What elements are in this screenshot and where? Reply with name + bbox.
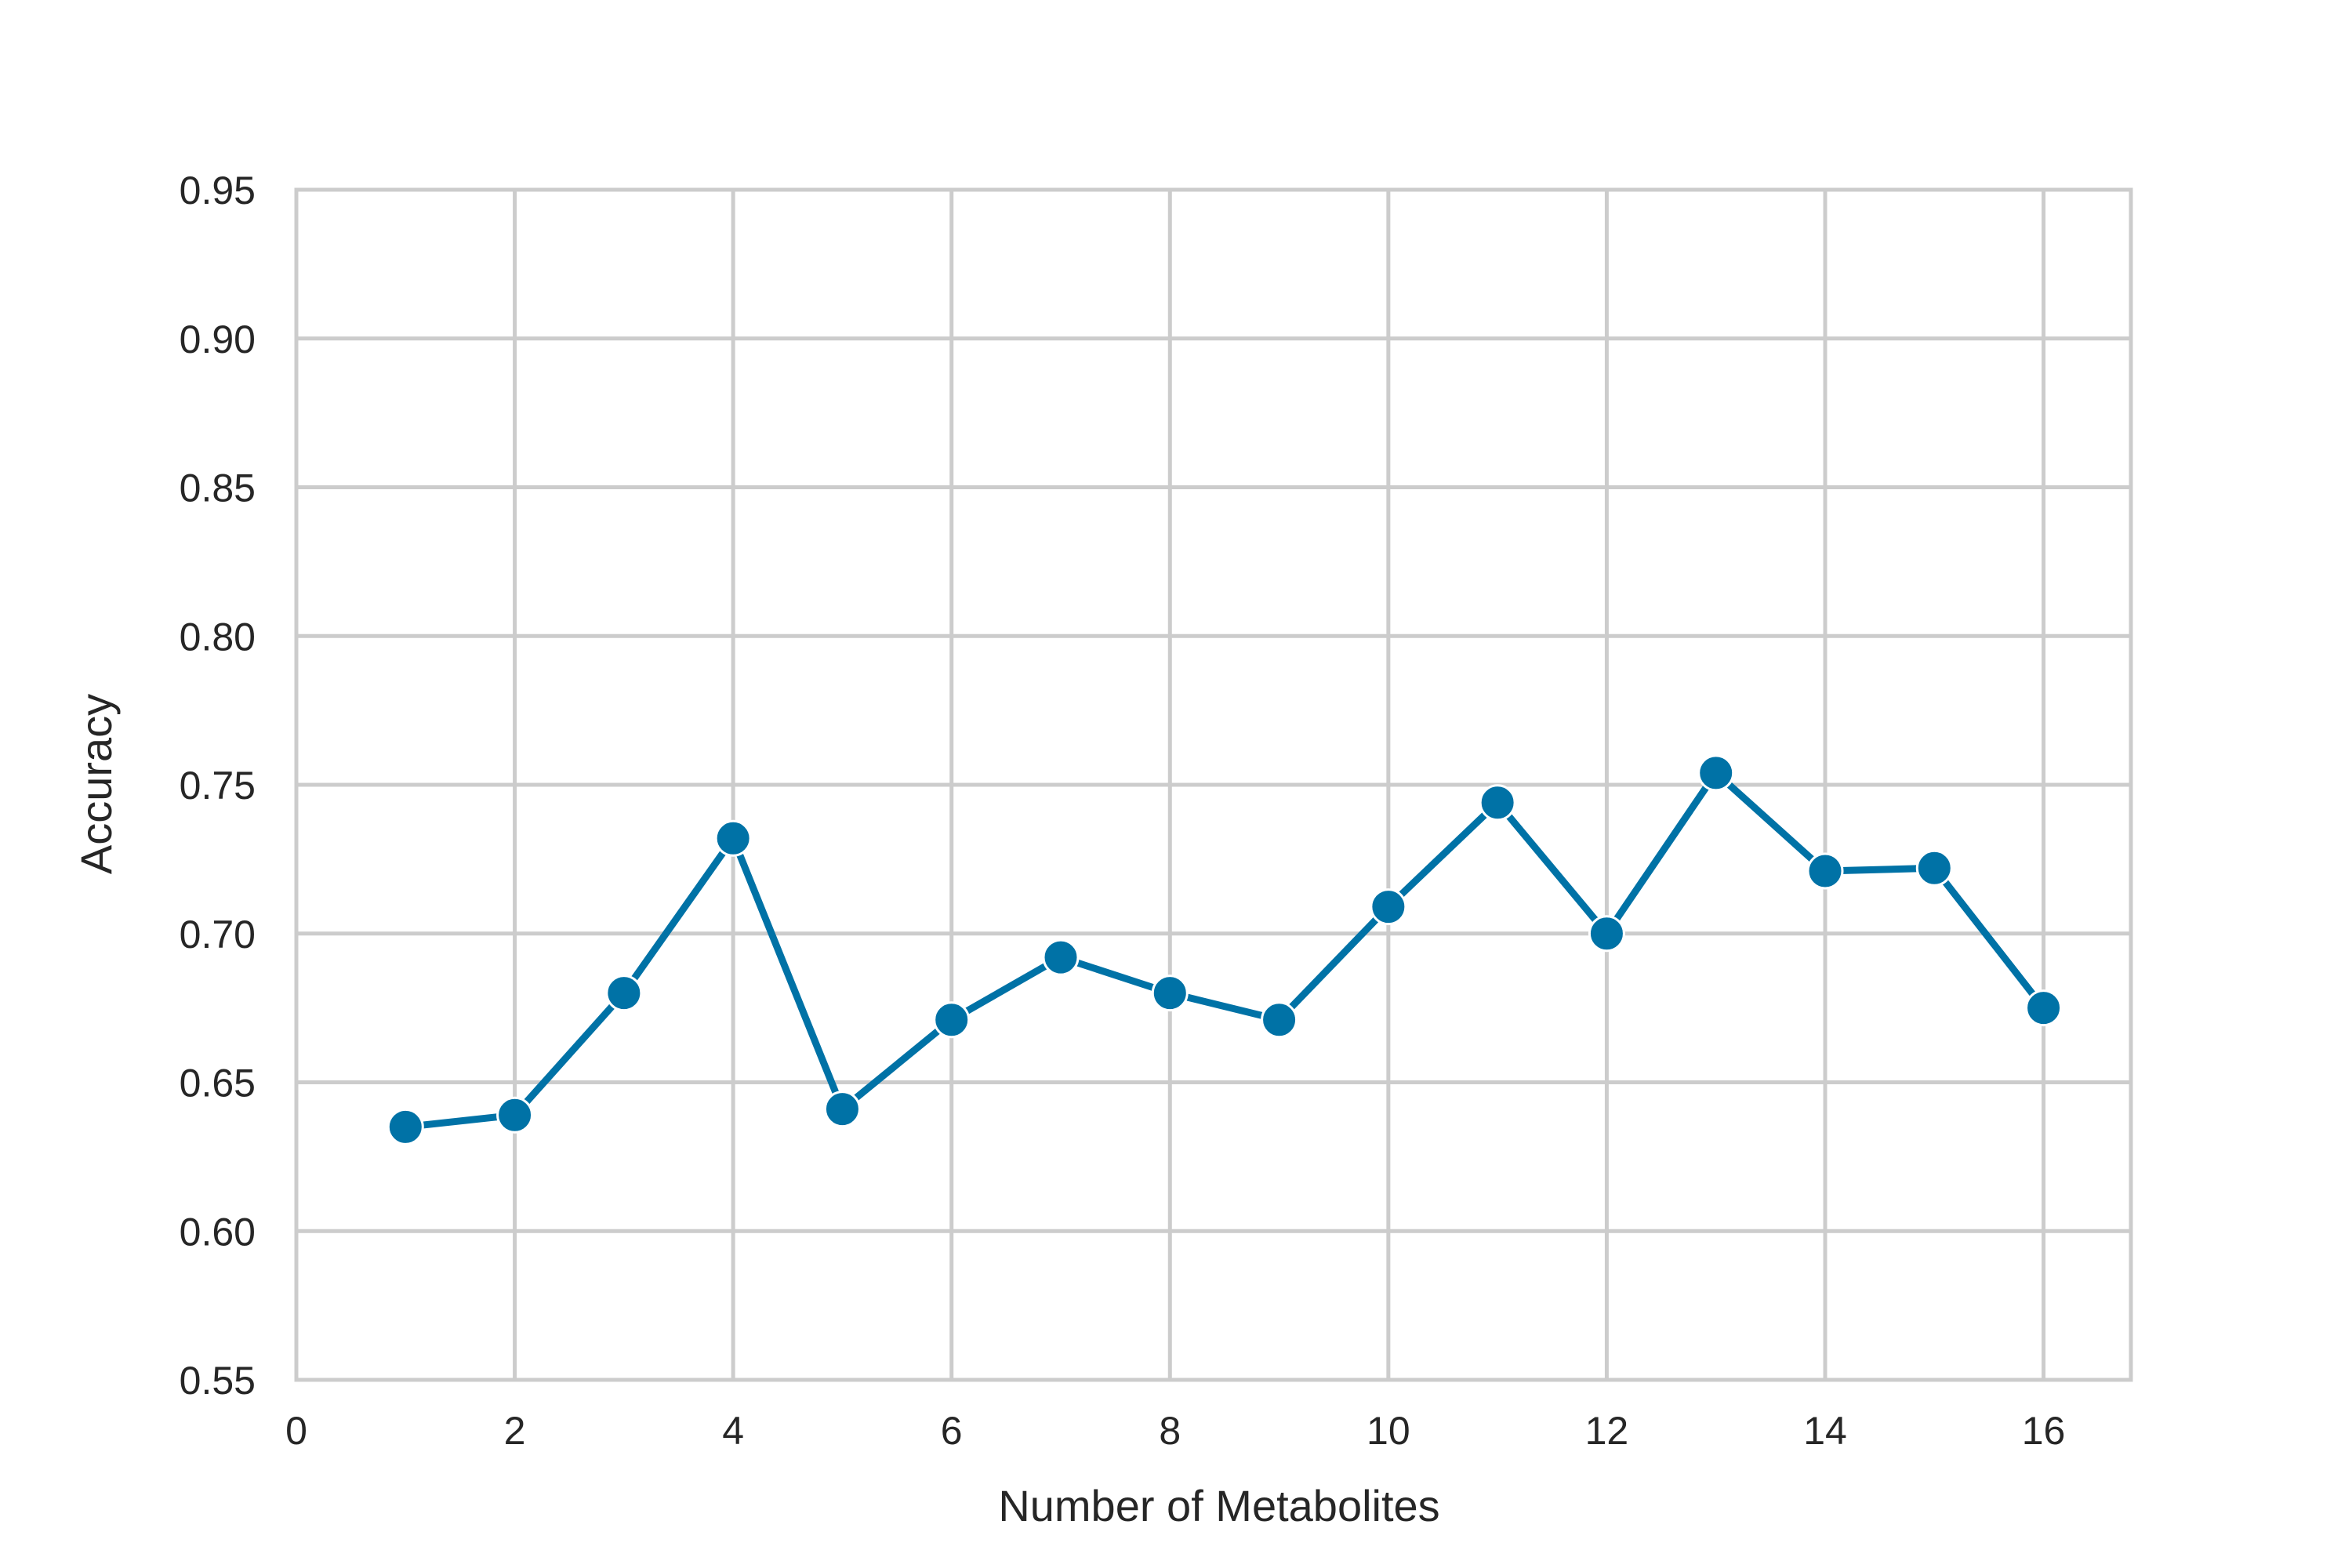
data-point [1588, 915, 1625, 953]
y-axis-title: Accuracy [71, 694, 121, 874]
x-tick-label: 0 [285, 1409, 307, 1453]
x-tick-label: 8 [1159, 1409, 1181, 1453]
y-tick-label: 0.90 [180, 318, 256, 361]
data-point [1806, 852, 1844, 890]
series-line [401, 769, 2048, 1131]
data-point [1479, 784, 1516, 822]
data-point [496, 1096, 534, 1134]
data-point [1697, 754, 1735, 792]
y-tick-label: 0.95 [180, 169, 256, 212]
grid-lines [294, 187, 2131, 1382]
y-tick-label: 0.65 [180, 1062, 256, 1105]
data-point [823, 1091, 861, 1128]
y-tick-label: 0.85 [180, 466, 256, 510]
x-tick-label: 2 [504, 1409, 526, 1453]
data-point [1151, 975, 1189, 1012]
data-point [1042, 938, 1080, 976]
x-tick-label: 10 [1367, 1409, 1410, 1453]
y-tick-label: 0.80 [180, 615, 256, 659]
x-tick-label: 12 [1585, 1409, 1629, 1453]
series-group [387, 754, 2063, 1145]
data-point [387, 1108, 424, 1145]
x-tick-label: 4 [722, 1409, 744, 1453]
data-point [933, 1001, 971, 1039]
data-point [605, 975, 643, 1012]
data-point [714, 819, 752, 857]
data-point [1915, 849, 1953, 887]
y-tick-labels: 0.55 0.60 0.65 0.70 0.75 0.80 0.85 0.90 0.95 [180, 169, 256, 1403]
data-point [1261, 1001, 1298, 1039]
y-tick-label: 0.75 [180, 764, 256, 808]
x-axis-title: Number of Metabolites [998, 1481, 1439, 1530]
plot-frame [294, 187, 2133, 1382]
y-tick-label: 0.70 [180, 913, 256, 956]
x-tick-labels: 0 2 4 6 8 10 12 14 16 [285, 1409, 2065, 1453]
data-point [2025, 989, 2063, 1027]
x-tick-label: 6 [941, 1409, 963, 1453]
x-tick-label: 14 [1803, 1409, 1847, 1453]
y-tick-label: 0.55 [180, 1359, 256, 1403]
y-tick-label: 0.60 [180, 1210, 256, 1254]
data-point [1370, 888, 1407, 926]
x-tick-label: 16 [2022, 1409, 2066, 1453]
